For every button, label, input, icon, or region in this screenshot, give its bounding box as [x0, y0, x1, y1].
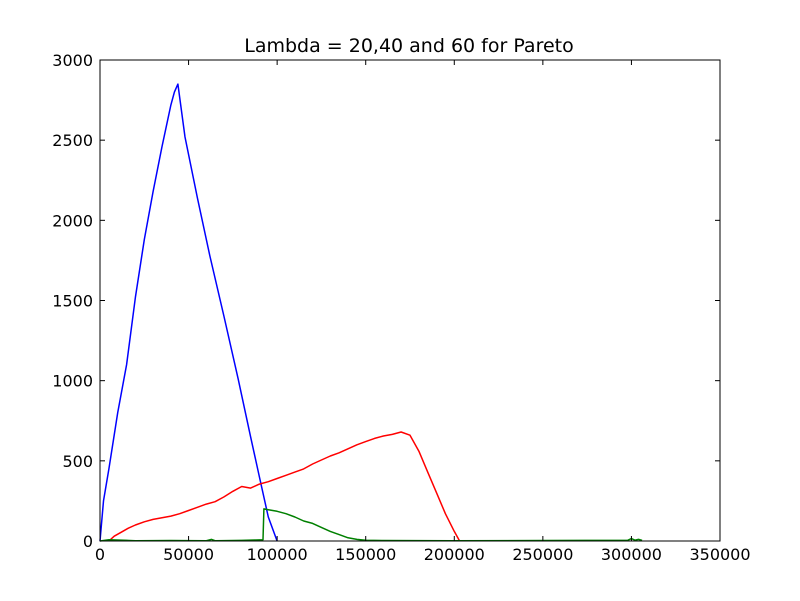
x-tick-label: 50000 — [163, 545, 214, 564]
y-tick-label: 3000 — [52, 51, 93, 70]
y-tick-label: 1500 — [52, 292, 93, 311]
y-tick-label: 0 — [83, 532, 93, 551]
y-tick-label: 2000 — [52, 211, 93, 230]
x-tick-label: 0 — [95, 545, 105, 564]
series-line-1 — [99, 83, 278, 542]
x-tick-label: 300000 — [601, 545, 662, 564]
x-tick-label: 200000 — [424, 545, 485, 564]
y-tick-label: 1000 — [52, 372, 93, 391]
x-tick-label: 150000 — [335, 545, 396, 564]
y-axis: 0 500 1000 1500 2000 2500 3000 — [52, 51, 720, 551]
x-tick-label: 100000 — [247, 545, 308, 564]
x-tick-label: 250000 — [512, 545, 573, 564]
series-line-2 — [108, 431, 461, 542]
x-tick-label: 350000 — [689, 545, 750, 564]
x-axis: 0 50000 100000 150000 200000 250000 300000 3500… — [95, 60, 751, 564]
y-tick-label: 2500 — [52, 131, 93, 150]
chart-title: Lambda = 20,40 and 60 for Pareto — [244, 35, 574, 57]
y-tick-label: 500 — [62, 452, 93, 471]
